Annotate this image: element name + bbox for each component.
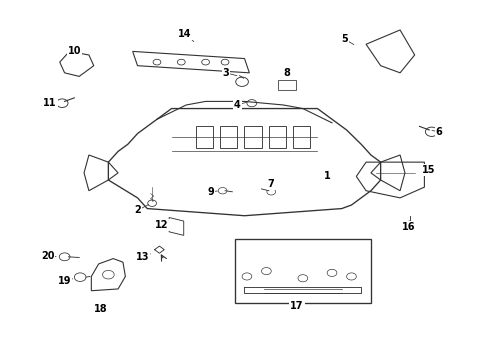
Text: 9: 9 [206, 187, 213, 197]
Bar [220, 126, 237, 148]
Text: 6: 6 [435, 127, 442, 137]
Bar [234, 239, 370, 303]
Text: 3: 3 [222, 68, 229, 78]
Bar [292, 126, 309, 148]
Text: 20: 20 [41, 251, 54, 261]
Text: 13: 13 [135, 252, 149, 262]
Text: 1: 1 [323, 171, 330, 181]
Bar [268, 126, 285, 148]
Text: 16: 16 [401, 222, 415, 232]
Text: 17: 17 [290, 301, 303, 311]
Text: 2: 2 [134, 205, 141, 215]
Bar [196, 126, 212, 148]
Text: 7: 7 [267, 179, 274, 189]
Text: 4: 4 [233, 100, 240, 110]
Bar [244, 126, 261, 148]
Text: 19: 19 [58, 276, 71, 286]
Text: 11: 11 [43, 98, 57, 108]
Text: 8: 8 [283, 68, 290, 78]
Text: 5: 5 [340, 34, 347, 44]
Text: 10: 10 [67, 46, 81, 56]
Text: 14: 14 [178, 28, 191, 39]
Bar [277, 80, 295, 90]
Text: 12: 12 [155, 220, 168, 230]
Text: 18: 18 [94, 304, 108, 314]
Text: 15: 15 [421, 165, 434, 175]
